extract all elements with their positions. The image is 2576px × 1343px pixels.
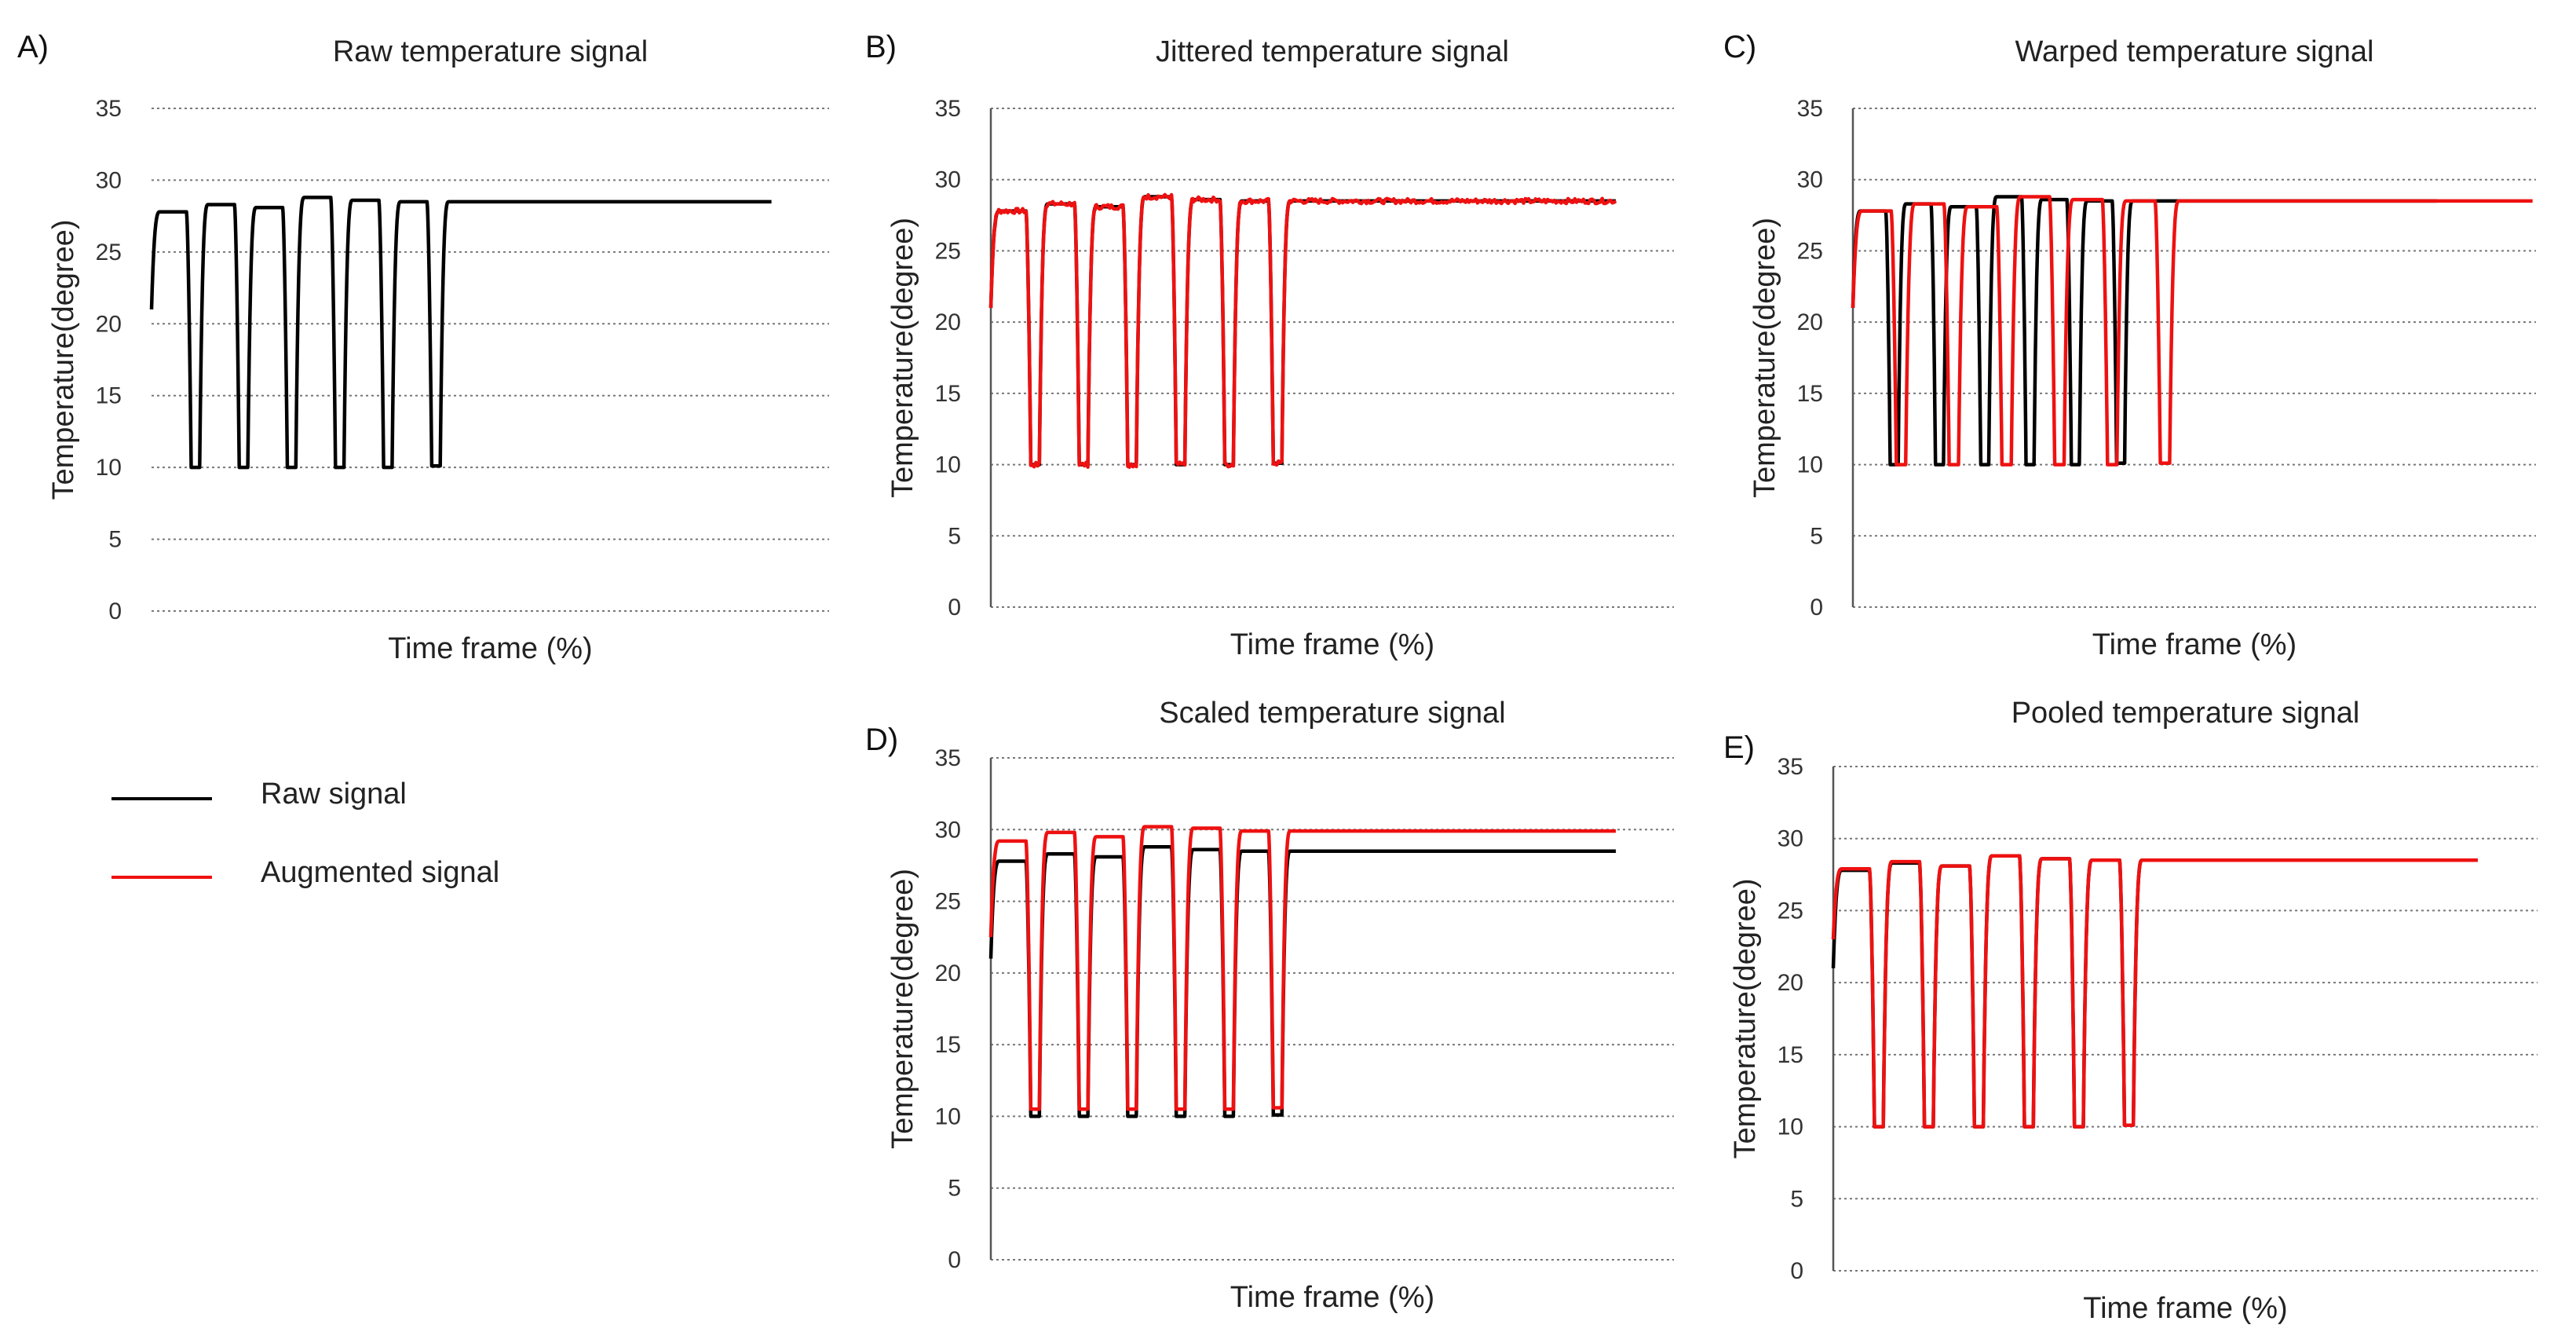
y-tick-label: 30 [1797, 167, 1823, 193]
y-tick-label: 0 [1790, 1258, 1803, 1284]
y-tick-label: 0 [948, 595, 961, 620]
y-tick-label: 5 [948, 523, 961, 549]
y-tick-label: 25 [935, 889, 961, 915]
legend-raw-label: Raw signal [261, 778, 407, 811]
legend-augmented-label: Augmented signal [261, 856, 500, 889]
series-line-raw [988, 195, 1617, 467]
y-tick-label: 20 [1778, 970, 1803, 996]
y-tick-label: 10 [1797, 452, 1823, 478]
y-tick-label: 15 [96, 383, 122, 409]
series-line-raw [988, 844, 1617, 1118]
y-tick-label: 0 [1810, 595, 1823, 620]
chart-title: Pooled temperature signal [2011, 697, 2360, 730]
y-tick-label: 35 [1778, 754, 1803, 780]
chart-panel-a: Raw temperature signal 0 5 10 15 20 25 30 35 Time… [47, 35, 829, 665]
x-axis-label: Time frame (%) [1230, 1281, 1434, 1314]
y-tick-label: 35 [96, 96, 122, 122]
x-axis-label: Time frame (%) [388, 632, 592, 665]
panel-letter-b: B) [865, 30, 897, 64]
y-axis-label: Temperature(degree) [1748, 218, 1781, 498]
y-axis-label: Temperature(degree) [886, 869, 919, 1149]
series-line-raw [1851, 195, 2437, 467]
x-axis-label: Time frame (%) [2083, 1292, 2287, 1325]
y-tick-label: 10 [1778, 1114, 1803, 1140]
y-tick-label: 10 [935, 452, 961, 478]
x-axis-label: Time frame (%) [1230, 628, 1434, 661]
y-tick-label: 25 [1797, 238, 1823, 264]
y-tick-label: 5 [108, 527, 122, 553]
panel-letter-e: E) [1723, 730, 1755, 765]
legend-raw-swatch [111, 797, 212, 800]
y-axis-label: Temperature(degree) [886, 218, 919, 498]
chart-title: Jittered temperature signal [1156, 35, 1509, 68]
y-tick-label: 20 [96, 311, 122, 337]
y-tick-label: 15 [1778, 1042, 1803, 1068]
y-tick-label: 5 [1790, 1186, 1803, 1212]
y-axis-label: Temperature(degree) [47, 220, 80, 500]
chart-title: Raw temperature signal [333, 35, 648, 68]
y-tick-label: 10 [96, 455, 122, 481]
chart-title: Scaled temperature signal [1159, 697, 1505, 730]
y-tick-label: 20 [1797, 309, 1823, 335]
y-tick-label: 0 [948, 1247, 961, 1273]
chart-panel-c: Warped temperature signal 0 5 10 15 20 25 30 35 T… [1748, 35, 2536, 661]
chart-panel-d: Scaled temperature signal 0 5 10 15 20 25 30 35 T… [886, 697, 1674, 1314]
y-tick-label: 30 [935, 817, 961, 843]
panel-letter-a: A) [17, 30, 49, 64]
chart-panel-e: Pooled temperature signal 0 5 10 15 20 25 30 35 T… [1729, 697, 2538, 1325]
series-line-raw [149, 196, 772, 470]
legend-augmented-swatch [111, 876, 212, 879]
y-tick-label: 25 [935, 238, 961, 264]
panel-letter-c: C) [1723, 30, 1757, 64]
chart-title: Warped temperature signal [2015, 35, 2374, 68]
y-tick-label: 25 [1778, 898, 1803, 924]
y-tick-label: 5 [948, 1176, 961, 1202]
x-axis-label: Time frame (%) [2092, 628, 2296, 661]
y-tick-label: 35 [935, 96, 961, 122]
y-tick-label: 15 [935, 1032, 961, 1058]
y-tick-label: 30 [96, 167, 122, 193]
series-line-raw [1831, 854, 2478, 1129]
y-tick-label: 30 [935, 167, 961, 193]
panel-letter-d: D) [865, 723, 899, 757]
series-line-augmented [1851, 195, 2533, 467]
y-tick-label: 25 [96, 240, 122, 265]
y-tick-label: 35 [935, 745, 961, 771]
chart-panel-b: Jittered temperature signal 0 5 10 15 20 25 30 3… [886, 35, 1674, 661]
series-line-augmented [1831, 854, 2478, 1129]
y-tick-label: 30 [1778, 826, 1803, 852]
y-tick-label: 20 [935, 309, 961, 335]
y-tick-label: 35 [1797, 96, 1823, 122]
series-line-augmented [988, 192, 1617, 469]
y-tick-label: 10 [935, 1103, 961, 1129]
y-tick-label: 15 [1797, 381, 1823, 407]
y-tick-label: 0 [108, 598, 122, 624]
y-tick-label: 15 [935, 381, 961, 407]
y-tick-label: 20 [935, 961, 961, 986]
series-line-augmented [988, 825, 1617, 1111]
y-tick-label: 5 [1810, 523, 1823, 549]
y-axis-label: Temperature(degree) [1729, 879, 1762, 1159]
